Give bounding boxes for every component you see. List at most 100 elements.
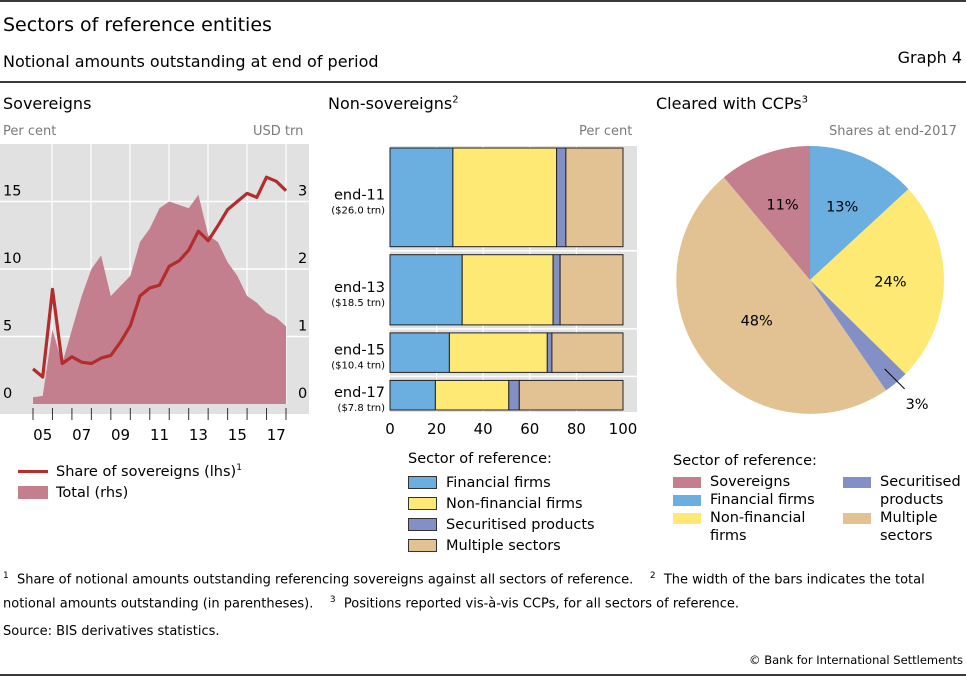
legend-swatch [843, 513, 871, 524]
legend-label: Multiple sectors [446, 537, 561, 554]
x-tick-label: 80 [567, 420, 586, 438]
legend-line-text: Share of sovereigns (lhs) [56, 463, 237, 480]
total-area [33, 194, 286, 404]
x-tick-label: 100 [609, 420, 638, 438]
x-axis-ticks [32, 408, 287, 420]
x-tick-label: 17 [267, 426, 286, 444]
right-axis-labels: 0 1 2 3 [298, 184, 307, 403]
legend-label: Non-financial firms [710, 510, 806, 544]
ccp-pie-chart: 13% 24% 3% 48% 11% [676, 146, 944, 414]
bar-segment-securitised-products [556, 147, 567, 248]
sovereigns-left-unit: Per cent [3, 124, 57, 139]
source-note: Source: BIS derivatives statistics. [3, 624, 220, 639]
footnote-line-2: notional amounts outstanding (in parenth… [3, 590, 966, 614]
legend-columns: Sovereigns Financial firms Non-financial f… [673, 473, 963, 545]
left-tick-label: 10 [3, 251, 21, 267]
category-label: end-13 [334, 280, 385, 296]
legend-item: Financial firms [673, 491, 843, 509]
legend-swatch [673, 477, 701, 488]
non-sovereigns-unit: Per cent [579, 124, 633, 139]
legend-label: Non-financial firms [446, 495, 583, 512]
bar-segment-multiple-sectors [565, 147, 624, 248]
legend-label: Securitised products [446, 516, 595, 533]
footnote-line-1: 1 Share of notional amounts outstanding … [3, 566, 966, 590]
pie-labels: 13% 24% 3% 48% 11% [741, 197, 929, 412]
legend-item: Sovereigns [673, 473, 843, 491]
bar-segment-multiple-sectors [551, 332, 624, 373]
bar-segment-financial-firms [389, 147, 454, 248]
legend-label: Share of sovereigns (lhs)1 [56, 463, 242, 480]
non-sovereigns-chart: end-11 ($26.0 trn) end-13 ($18.5 trn) end-15… [331, 146, 637, 438]
right-tick-label: 0 [298, 386, 307, 402]
bar-segment-non-financial-firms [452, 147, 558, 248]
right-tick-label: 2 [298, 251, 307, 267]
legend-swatch [673, 513, 701, 524]
legend-item-line: Share of sovereigns (lhs)1 [18, 461, 242, 482]
bar-segment-financial-firms [389, 332, 450, 373]
legend-swatch [408, 539, 437, 552]
footnote-2b: notional amounts outstanding (in parenth… [3, 596, 314, 612]
legend-column-right: Securitised products Multiple sectors [843, 473, 963, 545]
footnote-marker: 1 [236, 463, 242, 474]
x-axis-labels: 05 07 09 11 13 15 17 [33, 426, 286, 444]
stacked-bars [389, 147, 624, 411]
legend-item: Securitised products [843, 473, 963, 509]
ccp-unit: Shares at end-2017 [829, 124, 957, 139]
pie-slice-financial-firms [810, 146, 909, 280]
bar-segment-non-financial-firms [448, 332, 548, 373]
copyright: © Bank for International Settlements [749, 653, 963, 667]
footnote-marker: 1 [3, 571, 9, 581]
sovereigns-panel-title: Sovereigns [3, 94, 92, 113]
graph-number: Graph 4 [897, 48, 962, 67]
legend-label: Total (rhs) [56, 484, 129, 501]
leader-line [884, 368, 905, 390]
legend-item: Securitised products [408, 514, 595, 535]
legend-title: Sector of reference: [673, 453, 817, 469]
pie-label: 11% [766, 197, 798, 213]
legend-item: Non-financial firms [408, 493, 595, 514]
legend-item: Multiple sectors [408, 535, 595, 556]
pie-slices [676, 146, 944, 414]
x-tick-label: 05 [33, 426, 52, 444]
footnote-2a: The width of the bars indicates the tota… [663, 572, 925, 588]
non-sovereigns-panel-title: Non-sovereigns2 [328, 94, 459, 113]
category-total-label: ($7.8 trn) [338, 403, 386, 414]
share-of-sovereigns-line [31, 175, 288, 379]
category-label: end-11 [334, 187, 385, 203]
category-labels: end-11 ($26.0 trn) end-13 ($18.5 trn) end-15… [331, 187, 385, 414]
bar-segment-multiple-sectors [518, 379, 624, 411]
legend-label: Sovereigns [710, 474, 791, 490]
pie-label: 3% [906, 397, 929, 413]
legend-swatch [408, 518, 437, 531]
pie-slice-non-financial-firms [810, 189, 944, 374]
category-total-label: ($10.4 trn) [331, 361, 385, 372]
footnote-marker: 3 [329, 595, 336, 606]
legend-title: Sector of reference: [408, 451, 552, 467]
footnote-marker: 2 [649, 571, 656, 581]
legend-swatch [843, 477, 871, 488]
x-tick-label: 15 [228, 426, 247, 444]
top-rule [0, 0, 966, 2]
footnote-3: Positions reported vis-à-vis CCPs, for a… [343, 596, 740, 612]
legend-swatch [673, 495, 701, 506]
bar-segment-financial-firms [389, 379, 436, 411]
x-tick-label: 07 [72, 426, 91, 444]
right-tick-label: 3 [298, 184, 307, 200]
header-rule [0, 81, 966, 83]
pie-label: 48% [741, 314, 773, 330]
legend-label: Financial firms [710, 492, 815, 508]
legend-swatch [408, 476, 437, 489]
left-axis-labels: 0 5 10 15 [3, 184, 21, 403]
bar-segment-non-financial-firms [434, 379, 510, 411]
footnotes: 1 Share of notional amounts outstanding … [3, 566, 966, 615]
bottom-rule [0, 674, 966, 676]
legend-column-left: Sovereigns Financial firms Non-financial f… [673, 473, 843, 545]
category-label: end-15 [334, 343, 385, 359]
sovereigns-right-unit: USD trn [253, 124, 304, 139]
chart-title: Sectors of reference entities [3, 14, 272, 36]
x-axis-labels: 0 20 40 60 80 100 [385, 420, 637, 438]
pie-slice-multiple-sectors [676, 177, 886, 414]
bar-segment-non-financial-firms [461, 254, 554, 326]
legend-label: Multiple sectors [880, 510, 938, 544]
